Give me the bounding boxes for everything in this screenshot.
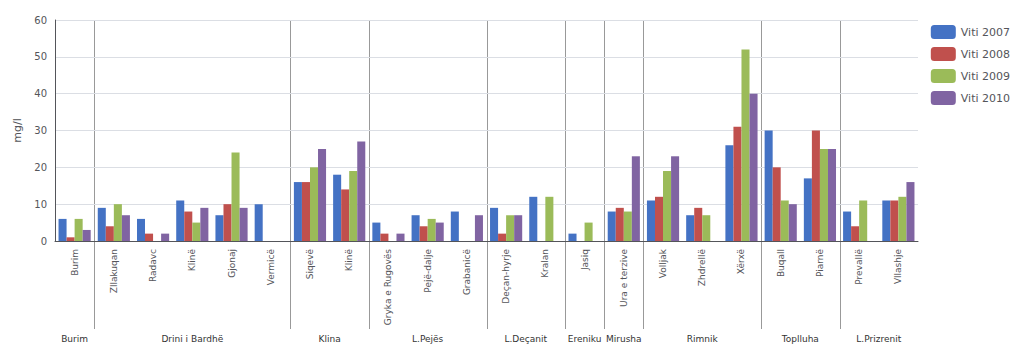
svg-text:Volljak: Volljak [658,248,668,278]
svg-text:Grabanicë: Grabanicë [462,249,472,296]
svg-text:Gryka e Rugovës: Gryka e Rugovës [383,249,393,325]
svg-text:Vllashje: Vllashje [893,249,903,285]
svg-text:30: 30 [34,125,47,136]
svg-text:Toplluha: Toplluha [781,334,819,344]
svg-text:L.Pejës: L.Pejës [412,334,444,344]
svg-text:Kralan: Kralan [540,249,550,278]
svg-text:Viti 2007: Viti 2007 [961,26,1010,39]
svg-text:Viti 2010: Viti 2010 [961,92,1010,105]
svg-text:Ura e terzive: Ura e terzive [619,249,629,307]
svg-text:40: 40 [34,88,47,99]
svg-text:Vermicë: Vermicë [266,249,276,286]
svg-text:Zhdrellë: Zhdrellë [697,249,707,287]
svg-text:Pejë-dalje: Pejë-dalje [423,249,433,293]
svg-text:Ereniku: Ereniku [568,334,602,344]
svg-text:Zllakuqan: Zllakuqan [109,249,119,293]
svg-text:Piarnë: Piarnë [815,249,825,277]
svg-text:Prevallë: Prevallë [854,249,864,285]
svg-text:Burim: Burim [61,334,88,344]
svg-text:Viti 2009: Viti 2009 [961,70,1010,83]
svg-text:Jasiq: Jasiq [580,249,590,271]
svg-text:Xërxë: Xërxë [736,249,746,275]
svg-text:Buqall: Buqall [776,249,786,277]
svg-text:Burim: Burim [70,249,80,276]
svg-text:50: 50 [34,51,47,62]
svg-text:Drini i Bardhë: Drini i Bardhë [161,334,223,344]
svg-text:60: 60 [34,15,47,26]
svg-text:Siqevë: Siqevë [305,249,315,280]
svg-text:Rimnik: Rimnik [687,334,719,344]
svg-text:Klinë: Klinë [187,249,197,272]
svg-text:Klina: Klina [319,334,341,344]
svg-text:Radavc: Radavc [148,249,158,282]
svg-text:Viti 2008: Viti 2008 [961,48,1010,61]
svg-text:10: 10 [34,199,47,210]
svg-text:Mirusha: Mirusha [606,334,642,344]
svg-text:Klinë: Klinë [344,249,354,272]
svg-text:L.Prizrenit: L.Prizrenit [856,334,901,344]
svg-text:20: 20 [34,162,47,173]
svg-text:mg/l: mg/l [11,118,24,142]
svg-text:Deçan-hyrje: Deçan-hyrje [501,249,511,304]
svg-text:0: 0 [41,236,47,247]
svg-text:L.Deçanit: L.Deçanit [504,334,547,344]
svg-text:Gjonaj: Gjonaj [227,249,237,278]
